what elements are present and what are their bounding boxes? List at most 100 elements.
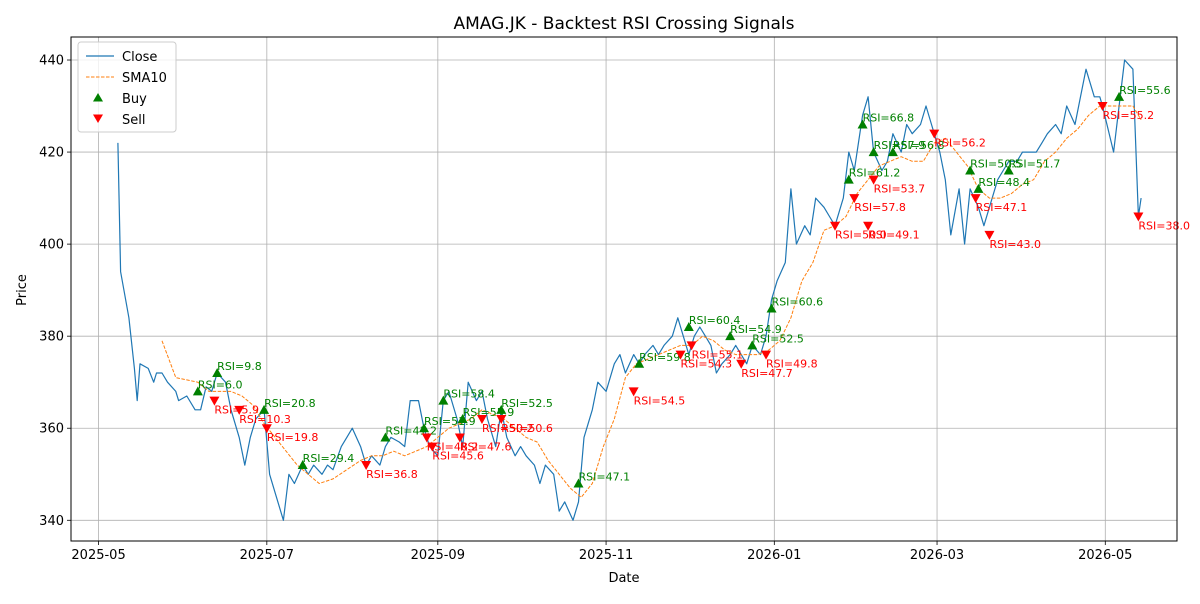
buy-marker [438,395,449,405]
sell-marker [1133,212,1144,222]
y-tick-label: 380 [39,330,64,345]
buy-signal-label: RSI=6.0 [198,378,243,391]
buy-marker [496,404,507,414]
sell-signal-label: RSI=47.1 [976,201,1028,214]
sell-signal-label: RSI=43.0 [989,238,1041,251]
sell-marker [849,194,860,204]
sell-marker [476,415,487,425]
sell-signal-label: RSI=10.3 [239,413,291,426]
sell-marker [496,415,507,425]
buy-signal-label: RSI=47.1 [578,470,630,483]
sell-signal-label: RSI=47.7 [741,367,793,380]
x-axis-label: Date [608,571,639,586]
sell-marker [686,341,697,351]
sell-signal-label: RSI=49.8 [766,358,818,371]
buy-marker [259,404,270,414]
sell-marker [970,194,981,204]
sell-signal-label: RSI=50.0 [835,229,887,242]
buy-signal-label: RSI=60.4 [689,314,741,327]
legend-buy-label: Buy [122,92,147,107]
buy-marker [573,478,584,488]
axes-frame [70,36,1178,542]
buy-marker [297,460,308,470]
buy-marker [683,321,694,331]
x-tick-label: 2026-03 [910,548,964,563]
sell-signal-label: RSI=36.8 [366,468,418,481]
sell-marker [234,405,245,415]
chart-title: AMAG.JK - Backtest RSI Crossing Signals [453,14,794,34]
legend-sma10-label: SMA10 [122,71,167,86]
sell-marker [361,461,372,471]
sell-signal-label: RSI=54.5 [634,394,686,407]
sell-marker [421,433,432,443]
buy-marker [747,340,758,350]
x-tick-label: 2025-05 [71,548,125,563]
sell-marker [736,359,747,369]
y-tick-label: 440 [39,54,64,69]
buy-signal-label: RSI=56.8 [893,139,945,152]
sell-signal-label: RSI=55.1 [692,348,744,361]
y-axis-label: Price [15,274,30,306]
legend-frame [77,41,177,133]
sell-signal-label: RSI=50.6 [501,422,553,435]
sell-signal-label: RSI=56.2 [934,137,986,150]
buy-marker [634,358,645,368]
buy-signal-label: RSI=61.2 [849,167,901,180]
sell-marker [829,221,840,231]
buy-marker [212,368,223,377]
x-tick-label: 2025-11 [579,548,633,563]
axis-ticks: 2025-05 2025-07 2025-09 2025-11 2026-01 2026-… [39,54,1132,563]
sell-marker [929,129,940,139]
x-tick-label: 2026-01 [747,548,801,563]
sell-marker [454,433,465,443]
buy-marker [766,303,777,313]
buy-signal-label: RSI=29.4 [303,452,355,465]
legend-sell-marker [93,114,103,123]
buy-signal-label: RSI=54.9 [730,323,782,336]
buy-marker [843,174,854,184]
buy-marker [419,423,430,433]
sell-signal-label: RSI=57.8 [854,201,906,214]
sell-marker [427,442,438,452]
sell-marker [868,175,879,185]
sell-marker [628,387,639,397]
sell-signal-label: RSI=55.2 [1103,109,1155,122]
legend-close-label: Close [122,50,157,65]
x-tick-label: 2025-09 [411,548,465,563]
buy-marker [1114,91,1125,101]
buy-signal-label: RSI=52.5 [501,397,553,410]
sell-signal-label: RSI=48.2 [427,440,479,453]
sell-marker [675,350,686,360]
sell-signal-label: RSI=54.3 [681,358,733,371]
sell-marker [1097,102,1108,112]
buy-signal-label: RSI=60.6 [772,296,824,309]
sell-signal-label: RSI=47.6 [460,440,512,453]
sell-marker [261,424,272,434]
buy-signal-label: RSI=58.4 [443,388,495,401]
buy-marker [973,183,984,193]
buy-marker [1003,165,1014,175]
buy-signal-label: RSI=48.4 [978,176,1030,189]
buy-marker [965,165,976,175]
sell-signal-label: RSI=19.8 [267,431,319,444]
x-tick-label: 2026-05 [1078,548,1132,563]
buy-marker [887,147,898,157]
y-tick-label: 420 [39,146,64,161]
sell-signal-label: RSI=38.0 [1138,220,1190,233]
sell-signal-label: RSI=53.7 [874,183,926,196]
y-tick-label: 400 [39,238,64,253]
sell-signal-label: RSI=50.2 [482,422,534,435]
buy-marker [380,432,391,442]
buy-signal-label: RSI=51.7 [1009,157,1061,170]
buy-marker [457,414,468,424]
sell-signal-label: RSI=49.1 [868,229,920,242]
sell-marker [984,230,995,240]
buy-signal-label: RSI=55.6 [1119,84,1171,97]
buy-signal-label: RSI=52.5 [752,332,804,345]
buy-marker [868,147,879,157]
close-price-line [117,59,1142,521]
legend-buy-marker [93,93,103,102]
legend: Close SMA10 Buy Sell [77,41,177,133]
